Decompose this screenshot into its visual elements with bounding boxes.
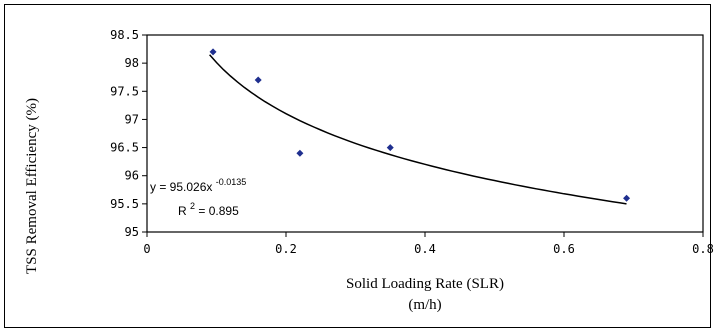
- x-axis-label: Solid Loading Rate (SLR): [346, 276, 504, 292]
- y-tick-label: 95: [125, 225, 139, 239]
- y-axis-label: TSS Removal Efficiency (%): [24, 98, 40, 274]
- data-point: [386, 144, 394, 152]
- y-tick-label: 95.5: [110, 197, 139, 211]
- y-tick-label: 98.5: [110, 28, 139, 42]
- y-tick-label: 96: [125, 169, 139, 183]
- x-axis-ticks: 0 0.2 0.4 0.6 0.8: [143, 232, 714, 256]
- x-tick-label: 0: [143, 242, 150, 256]
- equation-exponent: -0.0135: [216, 177, 247, 187]
- y-axis-ticks: 95 95.5 96 96.5 97 97.5 98 98.5: [110, 28, 147, 239]
- trendline-equation: y = 95.026x -0.0135: [150, 177, 246, 194]
- x-axis-unit: (m/h): [408, 297, 441, 313]
- r2-exponent: 2: [190, 201, 195, 211]
- data-point: [254, 76, 262, 84]
- data-points: [209, 48, 631, 202]
- trendline-r-squared: R 2 = 0.895: [178, 198, 239, 218]
- trendline: [209, 54, 627, 205]
- y-tick-label: 98: [125, 56, 139, 70]
- equation-base: y = 95.026x: [150, 180, 212, 194]
- x-tick-label: 0.8: [692, 242, 714, 256]
- y-tick-label: 97.5: [110, 84, 139, 98]
- y-tick-label: 97: [125, 112, 139, 126]
- data-point: [623, 194, 631, 202]
- data-point: [296, 149, 304, 157]
- r2-value: = 0.895: [198, 204, 239, 218]
- r2-base: R: [178, 204, 187, 218]
- data-point: [209, 48, 217, 56]
- x-tick-label: 0.2: [275, 242, 297, 256]
- y-tick-label: 96.5: [110, 141, 139, 155]
- chart-frame: [4, 4, 711, 328]
- x-tick-label: 0.6: [553, 242, 575, 256]
- x-tick-label: 0.4: [414, 242, 436, 256]
